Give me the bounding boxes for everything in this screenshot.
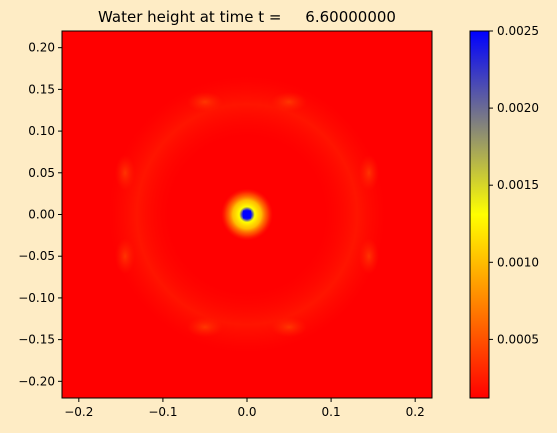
wave-feature [358, 238, 379, 275]
y-tick-label: −0.15 [18, 333, 55, 347]
y-tick-label: −0.05 [18, 249, 55, 263]
y-tick-label: 0.05 [28, 166, 55, 180]
colorbar-tick-label: 0.0020 [497, 101, 539, 115]
y-tick-label: 0.20 [28, 41, 55, 55]
chart-title: Water height at time t = 6.60000000 [98, 8, 396, 26]
wave-feature [271, 91, 308, 112]
y-tick-label: 0.15 [28, 82, 55, 96]
colorbar-axis: 0.0005 0.0010 0.0015 0.0020 0.0025 [489, 24, 539, 346]
wave-feature [358, 154, 379, 191]
y-axis: 0.20 0.15 0.10 0.05 0.00 −0.05 −0.10 −0.15 −0.20 [18, 41, 62, 388]
x-axis: −0.2 −0.1 0.0 0.1 0.2 [64, 398, 425, 419]
wave-feature [115, 154, 136, 191]
colorbar-tick-label: 0.0010 [497, 255, 539, 269]
x-tick-label: −0.2 [64, 405, 93, 419]
colorbar [469, 30, 490, 399]
colorbar-tick-label: 0.0015 [497, 178, 539, 192]
x-tick-label: 0.0 [237, 405, 256, 419]
x-tick-label: 0.1 [322, 405, 341, 419]
y-tick-label: 0.10 [28, 124, 55, 138]
wave-feature [115, 238, 136, 275]
y-tick-label: −0.20 [18, 374, 55, 388]
plot-area [62, 31, 432, 398]
heatmap-field [105, 73, 389, 356]
wave-feature [271, 317, 308, 338]
colorbar-tick-label: 0.0005 [497, 332, 539, 346]
wave-feature [186, 91, 223, 112]
x-tick-label: −0.1 [148, 405, 177, 419]
wave-feature [186, 317, 223, 338]
y-tick-label: −0.10 [18, 291, 55, 305]
peak-cell [243, 210, 251, 219]
x-tick-label: 0.2 [406, 405, 425, 419]
colorbar-tick-label: 0.0025 [497, 24, 539, 38]
y-tick-label: 0.00 [28, 208, 55, 222]
